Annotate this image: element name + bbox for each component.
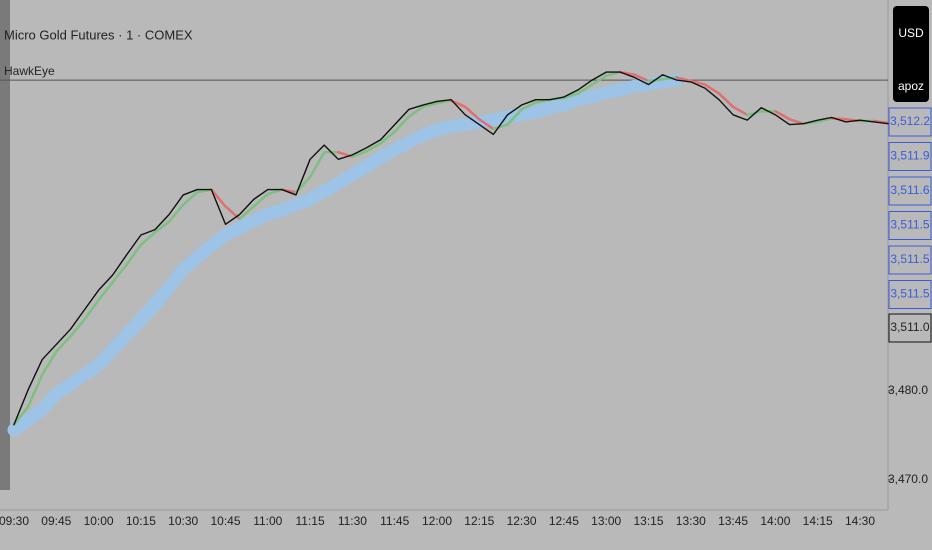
fast-ema-segment (872, 119, 890, 125)
price-label-box (888, 107, 932, 137)
last-price-box (888, 313, 932, 343)
x-tick-label: 10:30 (168, 514, 198, 528)
chart-title: Micro Gold Futures · 1 · COMEX (4, 27, 193, 42)
fast-ema-segment (689, 79, 707, 86)
fast-ema-segment (492, 123, 509, 131)
price-label-box (888, 142, 932, 171)
x-tick-label: 12:00 (422, 514, 452, 528)
x-tick-label: 10:45 (210, 514, 240, 528)
x-tick-label: 11:00 (253, 514, 282, 528)
fast-ema-segment (661, 76, 678, 81)
fast-ema-segment (210, 188, 227, 208)
fast-ema-segment (111, 263, 129, 284)
x-tick-label: 09:30 (0, 514, 29, 528)
fast-ema-segment (506, 108, 523, 126)
fast-ema-segment (393, 115, 411, 133)
fast-ema-segment (139, 231, 157, 247)
y-tick-label: 3,480.0 (888, 383, 928, 397)
x-tick-label: 14:15 (803, 514, 833, 528)
price-label: 3,511.6 (890, 183, 929, 197)
fast-ema-segment (774, 110, 791, 121)
badge-text: apoz (898, 79, 924, 93)
fast-ema-segment (83, 298, 100, 321)
fast-ema-segment (520, 101, 537, 111)
price-label-box (888, 280, 932, 309)
slow-ema-band (7, 73, 684, 437)
fast-ema-segment (252, 192, 270, 208)
price-label: 3,511.9 (890, 149, 929, 163)
fast-ema-segment (576, 83, 594, 95)
price-label: 3,511.5 (890, 218, 929, 232)
x-tick-label: 13:00 (591, 514, 621, 528)
fast-ema-segment (478, 118, 495, 131)
fast-ema-segment (153, 220, 171, 234)
last-price: 3,511.0 (890, 320, 929, 334)
x-tick-label: 14:00 (760, 514, 790, 528)
fast-ema-segment (717, 92, 735, 109)
x-tick-label: 12:45 (549, 514, 579, 528)
fast-ema-segment (675, 76, 693, 83)
x-tick-label: 12:30 (507, 514, 537, 528)
fast-ema-segment (788, 118, 805, 125)
fast-ema-segment (69, 318, 86, 338)
fast-ema-segment (421, 101, 439, 109)
x-tick-label: 13:15 (633, 514, 663, 528)
fast-ema-segment (435, 99, 453, 105)
fast-ema-segment (351, 150, 368, 158)
fast-ema-segment (633, 73, 650, 83)
price-label: 3,511.5 (890, 252, 929, 266)
fast-ema-segment (167, 203, 185, 223)
x-tick-label: 11:30 (338, 514, 367, 528)
fast-ema-segment (97, 280, 114, 302)
fast-ema-segment (181, 191, 199, 206)
fast-ema-segment (266, 188, 284, 196)
price-label-box (888, 176, 932, 206)
price-label-box (888, 211, 932, 240)
session-shade (0, 0, 10, 490)
fast-ema-segment (463, 105, 481, 121)
fast-ema-segment (407, 105, 425, 118)
x-tick-label: 12:15 (464, 514, 494, 528)
x-tick-label: 11:45 (380, 514, 409, 528)
fast-ema-segment (731, 105, 749, 117)
fast-ema-segment (365, 142, 382, 153)
price-line-series (13, 71, 889, 426)
x-tick-label: 09:45 (41, 514, 71, 528)
fast-ema-segment (125, 243, 143, 266)
x-tick-label: 13:30 (676, 514, 706, 528)
fast-ema-segment (238, 205, 255, 221)
fast-ema-segment (40, 350, 58, 376)
fast-ema-segment (308, 150, 326, 179)
price-label: 3,512.2 (890, 114, 930, 128)
fast-ema-segment (562, 92, 580, 100)
price-label: 3,511.5 (890, 287, 929, 301)
fast-ema-segment (703, 83, 721, 95)
fast-ema-segment (55, 335, 72, 353)
fast-ema-segment (379, 130, 396, 145)
y-tick-label: 3,470.0 (888, 472, 928, 486)
x-tick-label: 10:15 (126, 514, 156, 528)
x-tick-label: 14:30 (845, 514, 875, 528)
fast-ema-segment (26, 373, 44, 409)
fast-ema-segment (590, 74, 608, 86)
x-tick-label: 11:15 (296, 514, 325, 528)
fast-ema-segment (816, 117, 834, 124)
price-label-box (888, 245, 932, 275)
fast-ema-segment (12, 405, 30, 426)
indicator-name: HawkEye (4, 64, 55, 78)
x-tick-label: 10:00 (84, 514, 114, 528)
x-tick-label: 13:45 (718, 514, 748, 528)
badge (893, 6, 929, 102)
currency: USD (898, 26, 924, 40)
